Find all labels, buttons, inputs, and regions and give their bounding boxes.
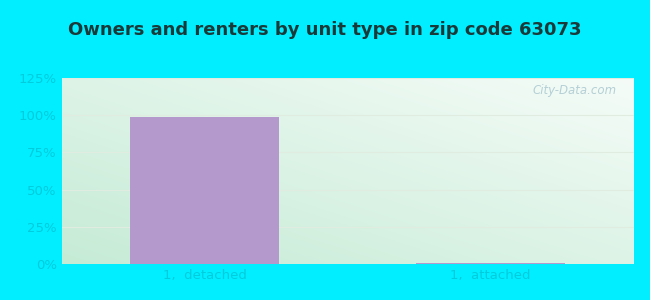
Text: Owners and renters by unit type in zip code 63073: Owners and renters by unit type in zip c… [68,21,582,39]
Bar [131,117,279,264]
Text: City-Data.com: City-Data.com [532,84,617,97]
Bar [417,263,565,264]
